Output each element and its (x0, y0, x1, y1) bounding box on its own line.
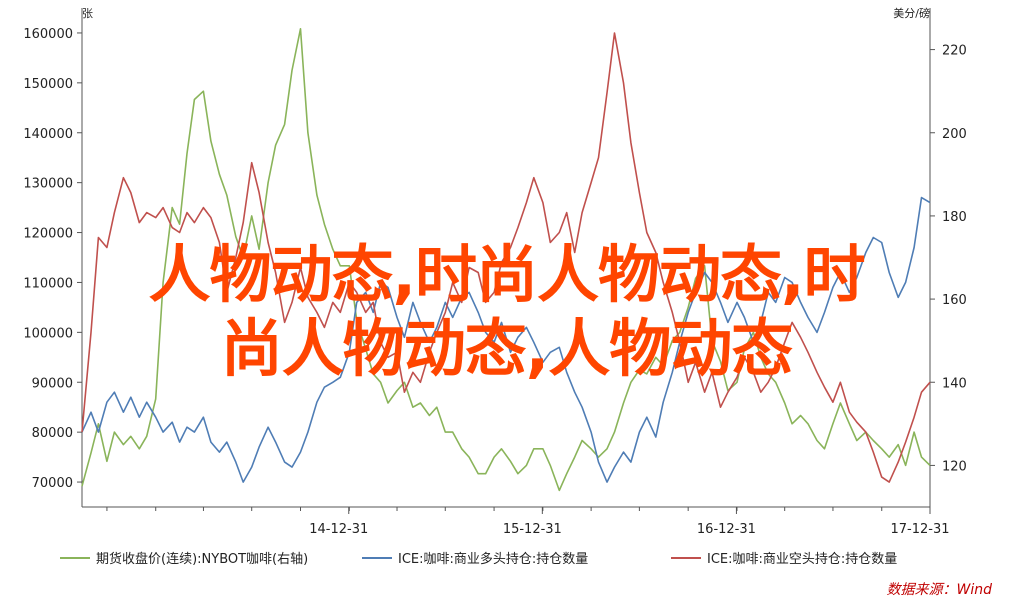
series-line-1 (81, 28, 931, 492)
left-tick-label: 90000 (32, 376, 73, 391)
left-tick-label: 70000 (32, 476, 73, 491)
left-tick-label: 110000 (23, 276, 73, 291)
left-tick-label: 160000 (23, 27, 73, 42)
left-tick-label: 140000 (23, 127, 73, 142)
left-tick-label: 150000 (23, 77, 73, 92)
chart-legend: 期货收盘价(连续):NYBOT咖啡(右轴) ICE:咖啡:商业多头持仓:持仓数量 I… (60, 551, 897, 567)
chart-series (81, 28, 931, 492)
x-tick-label: 15-12-31 (503, 522, 562, 537)
source-note: 数据来源：Wind (887, 582, 993, 598)
right-tick-label: 140 (942, 376, 967, 391)
left-tick-label: 100000 (23, 326, 73, 341)
x-tick-label: 16-12-31 (697, 522, 756, 537)
overlay-text-line-1: 人物动态,时尚人物动态,时 (148, 238, 865, 311)
right-tick-label: 160 (942, 293, 967, 308)
right-tick-label: 200 (942, 127, 967, 142)
left-tick-label: 130000 (23, 177, 73, 192)
x-tick-label: 14-12-31 (309, 522, 368, 537)
series-line-2 (81, 196, 931, 483)
left-tick-label: 120000 (23, 227, 73, 242)
right-tick-label: 180 (942, 210, 967, 225)
left-axis-unit: 张 (82, 7, 93, 20)
right-tick-label: 220 (942, 44, 967, 59)
legend-label-3: ICE:咖啡:商业空头持仓:持仓数量 (707, 552, 897, 567)
series-line-3 (81, 32, 931, 483)
legend-label-2: ICE:咖啡:商业多头持仓:持仓数量 (398, 551, 588, 567)
right-axis-unit: 美分/磅 (893, 6, 930, 20)
right-tick-label: 120 (942, 459, 967, 474)
x-tick-label: 17-12-31 (890, 522, 949, 537)
chart-axes: 70000 80000 90000 100000 110000 120000 130000 1… (23, 8, 967, 537)
left-tick-label: 80000 (32, 426, 73, 441)
legend-label-1: 期货收盘价(连续):NYBOT咖啡(右轴) (96, 551, 308, 567)
overlay-text-line-2: 尚人物动态,人物动态 (220, 312, 794, 385)
